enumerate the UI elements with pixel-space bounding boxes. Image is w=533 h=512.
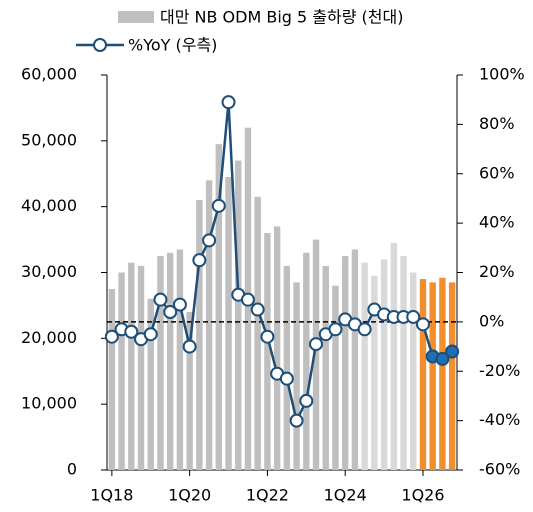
bar (429, 282, 436, 470)
legend-marker (93, 38, 107, 52)
bar (361, 262, 368, 470)
legend-label: %YoY (우측) (128, 36, 217, 55)
y2-tick-label: 0% (479, 311, 504, 330)
y2-tick-label: 100% (479, 65, 525, 84)
bar (166, 252, 174, 470)
marker (260, 329, 275, 344)
y2-tick-label: -60% (479, 460, 520, 479)
bar (371, 275, 378, 470)
marker (202, 233, 217, 248)
bar (419, 279, 427, 470)
x-tick-label: 1Q22 (246, 486, 289, 505)
bar (196, 200, 203, 471)
bar (264, 233, 271, 470)
bar (312, 239, 320, 470)
bar (293, 282, 300, 470)
y-tick-label: 0 (67, 460, 77, 479)
bar (439, 277, 446, 470)
marker (328, 322, 343, 337)
y-tick-label: 60,000 (21, 65, 77, 84)
bar (273, 226, 281, 470)
legend-swatch (118, 11, 154, 23)
bar (176, 249, 184, 470)
bar (390, 242, 398, 470)
bar (186, 312, 193, 470)
bar (380, 259, 388, 470)
marker (124, 324, 139, 339)
y-tick-label: 40,000 (21, 196, 77, 215)
marker (153, 292, 168, 307)
marker (299, 393, 314, 408)
marker (250, 302, 265, 317)
marker (143, 327, 158, 342)
y-tick-label: 50,000 (21, 130, 77, 149)
marker (104, 329, 119, 344)
x-tick-label: 1Q24 (324, 486, 367, 505)
bar (108, 288, 116, 470)
bar (303, 252, 310, 470)
marker (182, 339, 197, 354)
bar (205, 180, 213, 471)
y-tick-label: 10,000 (21, 394, 77, 413)
marker (406, 309, 421, 324)
x-tick-label: 1Q26 (401, 486, 444, 505)
x-tick-label: 1Q18 (90, 486, 133, 505)
marker (172, 297, 187, 312)
y2-tick-label: 20% (479, 262, 515, 281)
marker (240, 292, 255, 307)
marker (279, 371, 294, 386)
bar (137, 265, 145, 470)
marker (309, 337, 324, 352)
y2-tick-label: -40% (479, 410, 520, 429)
bar (147, 298, 154, 470)
y2-tick-label: 60% (479, 163, 515, 182)
bar (410, 272, 417, 470)
bar (322, 265, 329, 470)
bar (448, 282, 456, 470)
bar (332, 285, 339, 470)
legend-label: 대만 NB ODM Big 5 출하량 (천대) (160, 8, 403, 27)
y-tick-label: 30,000 (21, 262, 77, 281)
bar (225, 177, 232, 470)
y2-tick-label: 40% (479, 213, 515, 232)
marker (357, 322, 372, 337)
marker (211, 198, 226, 213)
x-tick-label: 1Q20 (168, 486, 211, 505)
marker (163, 305, 178, 319)
bar (128, 262, 135, 470)
bar (341, 256, 349, 470)
bar (235, 160, 242, 471)
y-tick-label: 20,000 (21, 328, 77, 347)
bar (351, 249, 359, 470)
marker (289, 413, 304, 428)
bar (118, 272, 125, 470)
marker (415, 317, 430, 332)
marker (192, 253, 207, 268)
marker (445, 344, 460, 359)
bar (283, 265, 291, 470)
bar (215, 144, 223, 470)
marker (221, 95, 236, 110)
y2-tick-label: 80% (479, 114, 515, 133)
y2-tick-label: -20% (479, 361, 520, 380)
marker (435, 351, 450, 366)
bar (400, 256, 407, 470)
bar (157, 256, 164, 470)
bar (254, 196, 261, 470)
